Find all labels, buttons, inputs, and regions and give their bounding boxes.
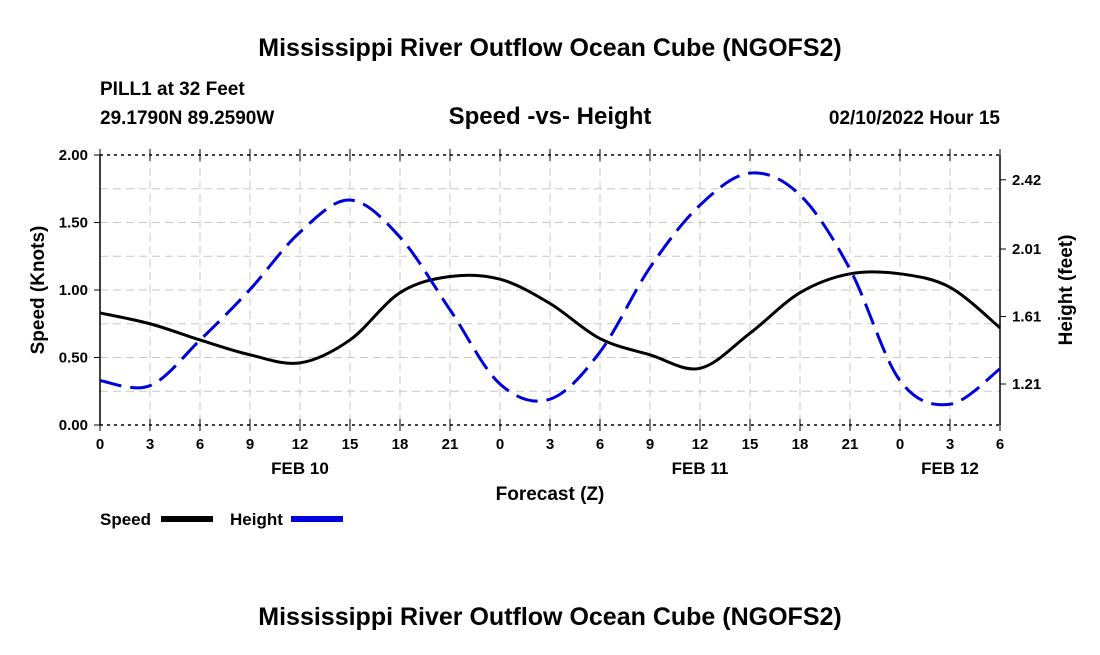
series-line-speed (99, 270, 1001, 371)
legend-speed-label: Speed (100, 510, 151, 529)
series (99, 171, 1001, 407)
date-tick-label: FEB 11 (672, 459, 729, 478)
x-tick-label: 0 (96, 436, 104, 453)
y2-tick-label: 1.21 (1012, 376, 1041, 393)
date-label: 02/10/2022 Hour 15 (829, 108, 1001, 129)
date-tick-label: FEB 12 (921, 459, 979, 478)
x-axis-label: Forecast (Z) (496, 484, 605, 505)
x-tick-label: 15 (342, 436, 359, 453)
x-tick-label: 12 (292, 436, 309, 453)
grid (100, 155, 1000, 425)
y-tick-label: 2.00 (59, 147, 88, 164)
y2-tick-label: 1.61 (1012, 308, 1041, 325)
station-label: PILL1 at 32 Feet (100, 79, 245, 100)
y2-tick-label: 2.42 (1012, 172, 1041, 189)
y-tick-label: 0.50 (59, 350, 88, 367)
chart-title: Mississippi River Outflow Ocean Cube (NG… (258, 34, 841, 62)
x-tick-label: 15 (742, 436, 759, 453)
x-tick-label: 6 (596, 436, 604, 453)
series-line-height (99, 171, 1001, 407)
x-tick-label: 18 (792, 436, 809, 453)
x-tick-label: 6 (996, 436, 1004, 453)
footer-title: Mississippi River Outflow Ocean Cube (NG… (258, 603, 841, 631)
x-tick-label: 0 (496, 436, 504, 453)
x-tick-label: 3 (946, 436, 954, 453)
x-tick-label: 3 (146, 436, 154, 453)
legend-height-label: Height (230, 510, 283, 529)
x-tick-label: 21 (442, 436, 459, 453)
y-axis-label: Speed (Knots) (28, 226, 49, 355)
axes: 0 3 6 9 12 15 18 21 0 3 6 9 12 15 18 21 0 3 6 FEB 10 FEB 11 F… (59, 147, 1041, 478)
y2-axis-label: Height (feet) (1056, 235, 1077, 346)
legend-speed-swatch (161, 516, 213, 522)
legend: Speed Height (100, 510, 343, 529)
x-tick-label: 9 (246, 436, 254, 453)
x-tick-label: 9 (646, 436, 654, 453)
location-label: 29.1790N 89.2590W (100, 108, 274, 129)
x-tick-label: 21 (842, 436, 859, 453)
x-tick-label: 18 (392, 436, 409, 453)
y-tick-label: 1.00 (59, 282, 88, 299)
x-tick-label: 3 (546, 436, 554, 453)
x-tick-label: 12 (692, 436, 709, 453)
legend-height-swatch (291, 516, 343, 522)
chart-subtitle: Speed -vs- Height (449, 103, 652, 130)
date-tick-label: FEB 10 (271, 459, 329, 478)
x-tick-label: 0 (896, 436, 904, 453)
x-tick-label: 6 (196, 436, 204, 453)
y-tick-label: 1.50 (59, 215, 88, 232)
y-tick-label: 0.00 (59, 417, 88, 434)
y2-tick-label: 2.01 (1012, 241, 1041, 258)
